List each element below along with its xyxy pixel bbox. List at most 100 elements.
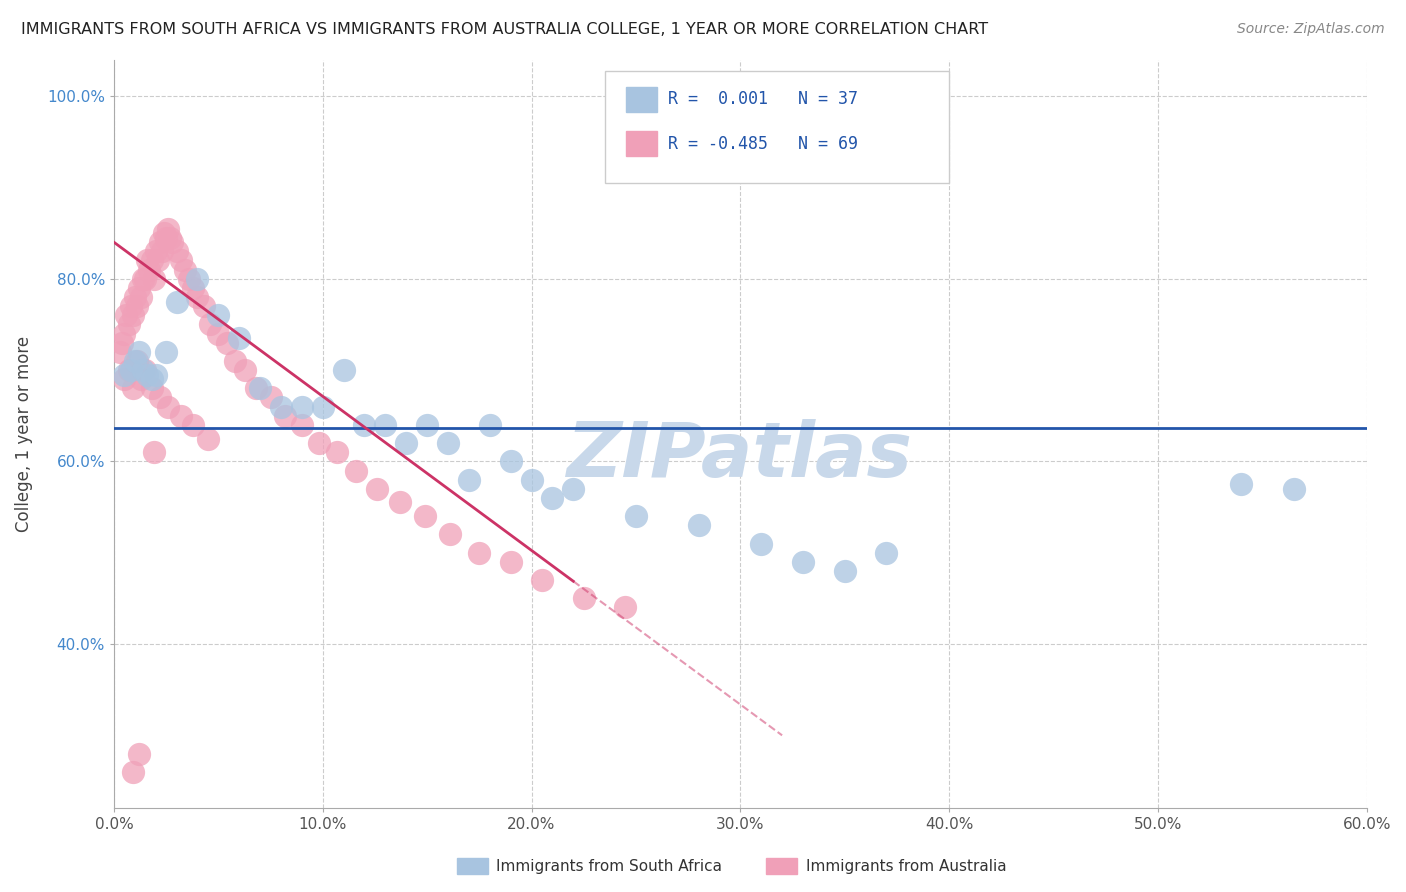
Point bbox=[245, 381, 267, 395]
Point bbox=[121, 381, 143, 395]
Point bbox=[129, 372, 152, 386]
Point bbox=[530, 573, 553, 587]
Point bbox=[614, 600, 637, 615]
Text: R =  0.001   N = 37: R = 0.001 N = 37 bbox=[668, 90, 858, 108]
Point bbox=[374, 417, 396, 432]
Point bbox=[134, 272, 156, 286]
Point bbox=[136, 253, 159, 268]
Point bbox=[111, 335, 134, 350]
Point bbox=[124, 290, 146, 304]
Text: ZIPatlas: ZIPatlas bbox=[568, 419, 914, 493]
Point bbox=[121, 308, 143, 322]
Point bbox=[141, 372, 163, 386]
Point bbox=[235, 363, 257, 377]
Point bbox=[121, 764, 143, 779]
Point bbox=[174, 262, 197, 277]
Point bbox=[259, 391, 281, 405]
Point bbox=[128, 281, 150, 295]
Point bbox=[181, 281, 204, 295]
Point bbox=[177, 272, 200, 286]
Point bbox=[388, 495, 411, 509]
Point bbox=[112, 372, 135, 386]
Point bbox=[146, 253, 169, 268]
Text: Source: ZipAtlas.com: Source: ZipAtlas.com bbox=[1237, 22, 1385, 37]
Point bbox=[155, 230, 177, 244]
Point bbox=[834, 564, 856, 578]
Point bbox=[141, 381, 163, 395]
Point bbox=[149, 391, 172, 405]
Point bbox=[128, 747, 150, 761]
Point bbox=[224, 354, 246, 368]
Point bbox=[395, 436, 418, 450]
Point bbox=[170, 409, 193, 423]
Point bbox=[155, 344, 177, 359]
Point bbox=[153, 226, 176, 240]
Point bbox=[270, 400, 292, 414]
Point bbox=[439, 527, 461, 541]
Point bbox=[499, 454, 522, 468]
Point bbox=[624, 509, 647, 524]
Point bbox=[353, 417, 375, 432]
Point bbox=[112, 326, 135, 341]
Point bbox=[291, 417, 314, 432]
Text: Immigrants from South Africa: Immigrants from South Africa bbox=[496, 859, 723, 873]
Point bbox=[125, 354, 148, 368]
Point bbox=[416, 417, 439, 432]
Point bbox=[792, 555, 814, 569]
Point bbox=[274, 409, 297, 423]
Point bbox=[142, 272, 165, 286]
Point bbox=[366, 482, 388, 496]
Point bbox=[876, 546, 898, 560]
Point bbox=[149, 235, 172, 250]
Point bbox=[124, 354, 146, 368]
Point bbox=[128, 344, 150, 359]
Point bbox=[308, 436, 330, 450]
Point bbox=[186, 272, 208, 286]
Point bbox=[117, 318, 139, 332]
Point bbox=[193, 299, 215, 313]
Point bbox=[198, 318, 221, 332]
Point bbox=[437, 436, 460, 450]
Point bbox=[562, 482, 585, 496]
Point bbox=[312, 400, 335, 414]
Point bbox=[332, 363, 354, 377]
Point bbox=[413, 509, 436, 524]
Point bbox=[108, 344, 131, 359]
Point bbox=[326, 445, 349, 459]
Point bbox=[186, 290, 208, 304]
Point bbox=[115, 308, 138, 322]
Point bbox=[291, 400, 314, 414]
Point bbox=[572, 591, 595, 606]
Point bbox=[117, 363, 139, 377]
Text: IMMIGRANTS FROM SOUTH AFRICA VS IMMIGRANTS FROM AUSTRALIA COLLEGE, 1 YEAR OR MOR: IMMIGRANTS FROM SOUTH AFRICA VS IMMIGRAN… bbox=[21, 22, 988, 37]
Point bbox=[181, 417, 204, 432]
Point bbox=[142, 445, 165, 459]
Point bbox=[159, 230, 181, 244]
Point bbox=[1282, 482, 1305, 496]
Point bbox=[150, 244, 173, 259]
Point bbox=[136, 368, 159, 382]
Point bbox=[134, 363, 156, 377]
Point bbox=[132, 272, 155, 286]
Point bbox=[145, 368, 167, 382]
Text: R = -0.485   N = 69: R = -0.485 N = 69 bbox=[668, 135, 858, 153]
Point bbox=[249, 381, 271, 395]
Point bbox=[499, 555, 522, 569]
Point bbox=[207, 326, 229, 341]
Point bbox=[541, 491, 564, 505]
Point bbox=[112, 368, 135, 382]
Point bbox=[207, 308, 229, 322]
Point bbox=[132, 363, 155, 377]
Point bbox=[141, 253, 163, 268]
Point bbox=[478, 417, 501, 432]
Point bbox=[215, 335, 238, 350]
Point bbox=[468, 546, 491, 560]
Point bbox=[228, 331, 250, 345]
Point bbox=[120, 299, 142, 313]
Point bbox=[145, 244, 167, 259]
Point bbox=[162, 235, 184, 250]
Text: Immigrants from Australia: Immigrants from Australia bbox=[806, 859, 1007, 873]
Point bbox=[166, 244, 188, 259]
Point bbox=[129, 290, 152, 304]
Point bbox=[688, 518, 710, 533]
